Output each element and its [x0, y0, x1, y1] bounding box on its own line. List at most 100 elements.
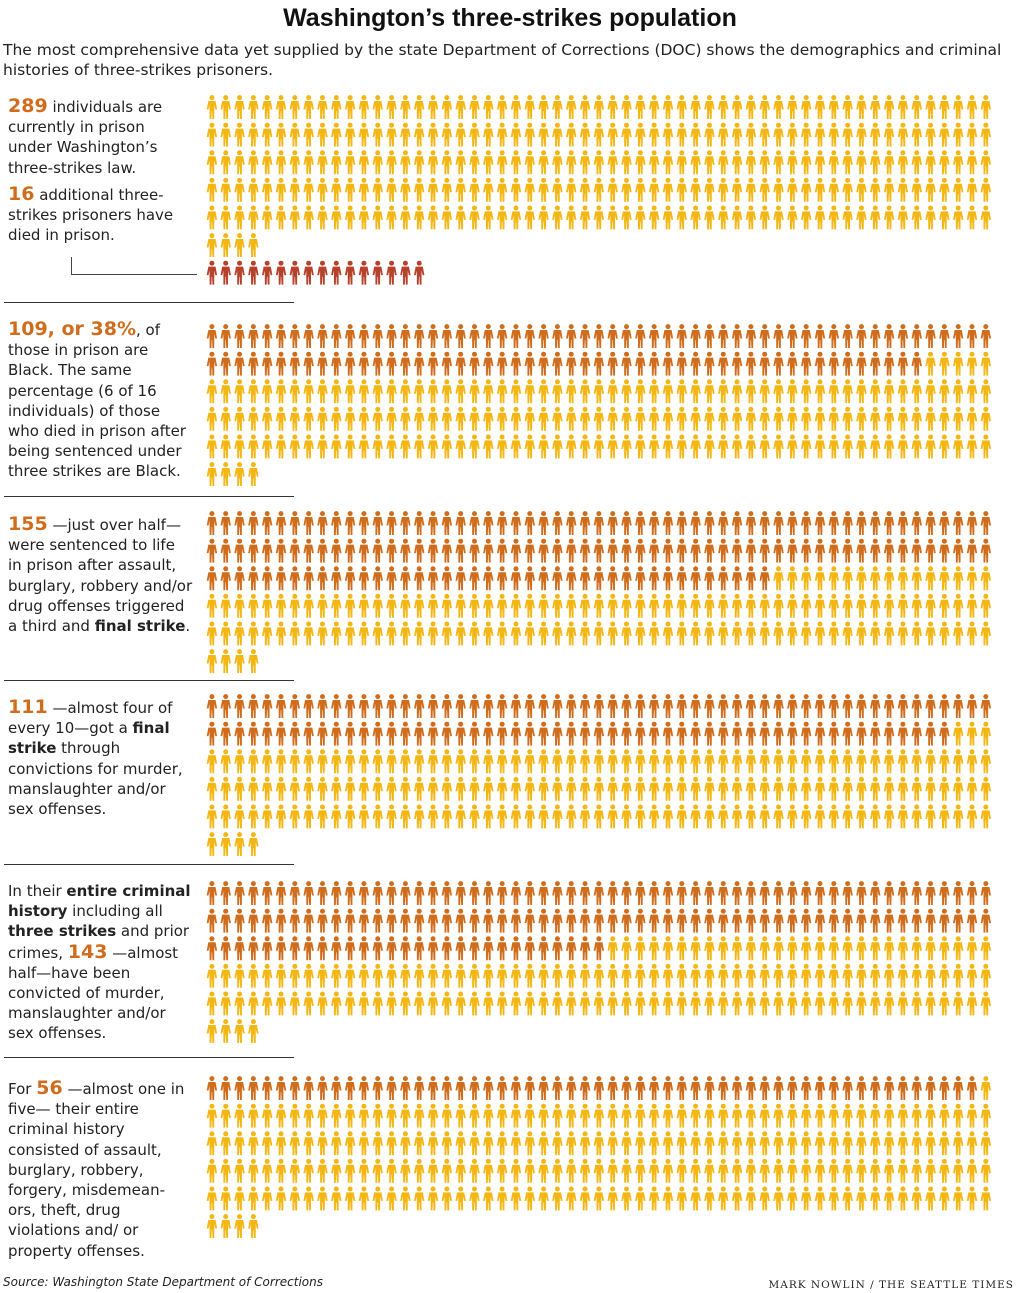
person-icon	[538, 122, 549, 147]
section-5-body: —almost half—have been convicted of murd…	[8, 943, 179, 1043]
person-icon	[773, 1131, 784, 1156]
person-icon	[579, 749, 591, 774]
person-icon	[469, 694, 480, 718]
person-icon	[870, 593, 881, 618]
person-icon	[344, 205, 356, 230]
person-icon	[704, 205, 715, 230]
person-icon	[856, 936, 867, 961]
person-icon	[469, 122, 480, 147]
person-icon	[427, 1076, 439, 1100]
person-icon	[427, 881, 439, 905]
person-icon	[648, 593, 660, 618]
person-icon	[662, 936, 674, 961]
person-icon	[331, 511, 342, 535]
person-icon	[400, 434, 411, 459]
person-icon	[718, 538, 729, 563]
person-icon	[731, 1158, 743, 1183]
person-icon	[566, 881, 577, 905]
person-icon	[372, 936, 383, 961]
person-icon	[635, 95, 646, 119]
person-icon	[690, 95, 701, 119]
person-icon	[870, 721, 881, 746]
person-icon	[676, 749, 687, 774]
person-icon	[676, 694, 687, 718]
person-icon	[303, 881, 314, 905]
person-icon	[800, 406, 812, 431]
person-icon	[220, 881, 231, 905]
person-icon	[731, 694, 743, 718]
person-icon	[925, 776, 936, 801]
person-icon	[455, 1076, 466, 1100]
person-icon	[483, 881, 494, 905]
person-icon	[579, 566, 591, 591]
person-icon	[828, 511, 840, 535]
person-icon	[925, 95, 936, 119]
person-icon	[745, 379, 757, 404]
person-icon	[911, 351, 922, 376]
person-icon	[317, 936, 328, 961]
person-icon	[607, 122, 618, 147]
person-icon	[441, 804, 453, 829]
person-icon	[317, 406, 328, 431]
person-icon	[980, 1186, 992, 1211]
person-icon	[455, 1158, 466, 1183]
person-icon	[759, 538, 770, 563]
chart-title: Washington’s three-strikes population	[283, 4, 737, 32]
person-icon	[842, 379, 853, 404]
person-icon	[718, 434, 729, 459]
person-icon	[414, 776, 425, 801]
person-icon	[731, 963, 743, 988]
person-icon	[317, 379, 328, 404]
person-icon	[952, 804, 964, 829]
person-icon	[566, 566, 577, 591]
person-icon	[980, 776, 992, 801]
person-icon	[496, 991, 508, 1016]
person-icon	[414, 566, 425, 591]
person-icon	[635, 694, 646, 718]
person-icon	[704, 122, 715, 147]
person-icon	[248, 963, 259, 988]
person-icon	[427, 1186, 439, 1211]
person-icon	[344, 1186, 356, 1211]
person-icon	[220, 1186, 231, 1211]
person-icon	[303, 621, 314, 646]
person-icon	[344, 95, 356, 119]
person-icon	[386, 434, 397, 459]
person-icon	[303, 963, 314, 988]
person-icon	[842, 963, 853, 988]
person-icon	[621, 721, 632, 746]
person-icon	[635, 1131, 646, 1156]
person-icon	[690, 205, 701, 230]
person-icon	[773, 721, 784, 746]
person-icon	[842, 205, 853, 230]
person-icon	[731, 881, 743, 905]
person-icon	[704, 776, 715, 801]
person-icon	[220, 462, 231, 486]
person-icon	[800, 538, 812, 563]
person-icon	[220, 95, 231, 119]
person-icon	[814, 95, 826, 119]
person-icon	[206, 324, 218, 348]
section-3-text: 155 —just over half— were sentenced to l…	[8, 514, 193, 636]
person-icon	[206, 749, 218, 774]
section-5-pre-a: In their	[8, 882, 67, 900]
person-icon	[220, 324, 231, 348]
person-icon	[427, 749, 439, 774]
person-icon	[773, 804, 784, 829]
person-icon	[607, 177, 618, 202]
person-icon	[579, 776, 591, 801]
person-icon	[662, 434, 674, 459]
person-icon	[248, 721, 259, 746]
person-icon	[552, 511, 563, 535]
person-icon	[372, 804, 383, 829]
person-icon	[745, 566, 757, 591]
person-icon	[800, 379, 812, 404]
person-icon	[662, 406, 674, 431]
person-icon	[331, 621, 342, 646]
person-icon	[925, 406, 936, 431]
person-icon	[386, 804, 397, 829]
person-icon	[427, 593, 439, 618]
person-icon	[731, 1103, 743, 1128]
person-icon	[289, 804, 301, 829]
